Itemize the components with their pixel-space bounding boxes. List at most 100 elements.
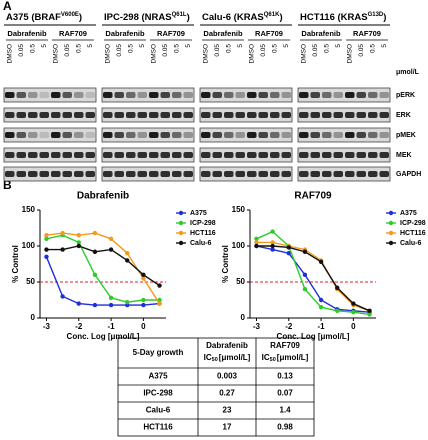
blot-band [62,132,72,138]
dose-label: 0.05 [64,44,71,57]
blot-band [212,171,222,177]
legend-label: ICP-298 [400,220,426,227]
x-tick-label: -3 [253,322,261,331]
data-point [302,287,308,292]
dose-label: 5 [381,44,388,48]
legend-marker [388,210,394,216]
blot-band [5,152,15,158]
blot-band [258,132,268,138]
blot-band [74,132,84,138]
dose-label: 5 [185,44,192,48]
data-point [270,240,275,245]
blot-band [322,92,332,98]
blot-band [16,112,26,118]
blot-band [85,92,95,98]
table-row-label: Calu-6 [146,406,171,415]
data-point [76,233,81,238]
blot-band [16,152,26,158]
data-point [141,297,146,303]
data-point [254,243,259,249]
blot-band [51,112,61,118]
series-line [256,230,370,316]
blot-band [39,92,49,98]
protein-label: GAPDH [396,171,421,178]
blot-band [62,112,72,118]
blot-band [16,132,26,138]
blot-band [62,171,72,177]
table-header: RAF709 [270,341,300,350]
blot-strip [199,87,293,103]
blot-band [103,92,113,98]
blot-band [333,152,343,158]
dose-label: DMSO [52,44,59,64]
table-header-ic: IC50[μmol/L] [204,353,251,363]
blot-band [299,171,309,177]
data-point [157,283,162,288]
close-paren: ) [383,12,386,23]
y-tick-label: 0 [241,313,246,322]
blot-band [28,171,38,177]
blot-band [5,92,15,98]
blot-band [322,171,332,177]
blot-band [299,132,309,138]
table-cell: 17 [223,423,232,432]
series-line [46,234,160,303]
x-tick-label: 0 [351,322,356,331]
blot-band [85,171,95,177]
drug-label: RAF709 [353,29,381,38]
blot-band [310,112,320,118]
blot-band [16,92,26,98]
ic-subscript: 50 [212,357,218,363]
blot-band [281,92,291,98]
blot-band [160,152,170,158]
blot-band [299,152,309,158]
blot-band [310,171,320,177]
blot-band [299,112,309,118]
blot-band [224,92,234,98]
x-tick-label: -1 [318,322,326,331]
data-point [108,295,114,301]
blot-band [160,171,170,177]
blot-band [114,92,124,98]
unit-label: μmol/L [396,69,420,76]
blot-band [126,92,136,98]
table-cell: 0.13 [277,372,293,381]
dose-label: 5 [87,44,94,48]
blot-band [172,132,182,138]
data-point [302,249,308,254]
blot-strip [3,107,97,123]
blot-band [212,112,222,118]
blot-band [126,171,136,177]
blot-band [333,92,343,98]
blot-band [28,112,38,118]
chart-title: Dabrafenib [77,191,129,202]
data-point [92,249,98,254]
dose-label: 0.05 [312,44,319,57]
dose-label: DMSO [6,44,13,64]
x-tick-label: -3 [43,322,51,331]
blot-strip [101,147,195,163]
legend-marker [388,240,394,246]
legend-label: A375 [190,210,207,217]
data-point [367,308,372,313]
blot-band [126,152,136,158]
blot-band [28,132,38,138]
blot-band [74,171,84,177]
legend-marker [388,230,394,236]
data-point [286,245,291,250]
table-row-label: HCT116 [143,423,173,432]
blot-band [114,132,124,138]
dose-label: 5 [139,44,146,48]
data-point [367,312,372,317]
blot-band [270,171,280,177]
blot-band [356,92,366,98]
blot-band [137,92,147,98]
blot-strip [297,147,391,163]
blot-band [379,92,389,98]
legend-marker [178,240,184,246]
legend-label: Calu-6 [190,240,212,247]
close-paren: ) [187,12,190,23]
data-point [335,285,340,290]
protein-label: pERK [396,92,415,99]
blot-band [74,152,84,158]
